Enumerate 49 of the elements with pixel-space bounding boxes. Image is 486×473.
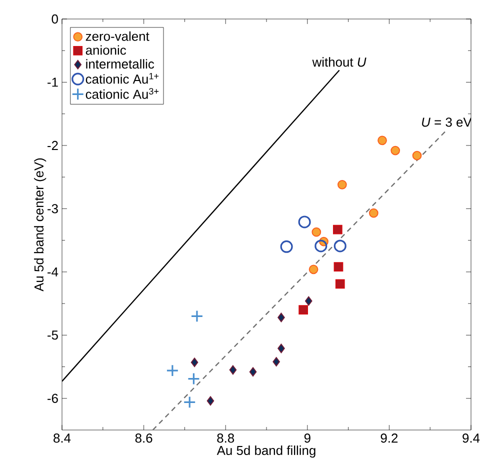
point xyxy=(390,146,400,156)
y-axis-title: Au 5d band center (eV) xyxy=(34,158,46,292)
legend-label: anionic xyxy=(86,45,126,55)
point xyxy=(190,358,198,368)
point xyxy=(272,357,280,366)
point xyxy=(183,396,196,408)
point xyxy=(278,344,285,354)
point xyxy=(412,150,422,160)
legend-label: intermetallic xyxy=(86,59,154,69)
point xyxy=(334,262,344,272)
point xyxy=(278,312,285,322)
y-tick-label: -1 xyxy=(48,78,58,87)
point xyxy=(368,208,378,218)
y-tick-label: -3 xyxy=(48,204,58,214)
point xyxy=(190,310,204,322)
x-tick-label: 8.4 xyxy=(54,434,71,443)
y-tick-label: 0 xyxy=(52,14,58,24)
x-tick-label: 9.2 xyxy=(380,434,398,443)
point xyxy=(308,264,318,274)
point xyxy=(206,396,214,406)
point xyxy=(334,240,346,252)
y-tick-label: -4 xyxy=(48,267,58,276)
y-tick-label: -6 xyxy=(48,394,58,403)
x-tick-label: 8.6 xyxy=(135,434,152,443)
point xyxy=(298,305,308,315)
point xyxy=(280,240,293,253)
y-tick-label: -5 xyxy=(48,330,58,340)
point xyxy=(304,296,312,306)
point xyxy=(166,364,179,377)
point xyxy=(229,365,237,375)
x-tick-label: 8.8 xyxy=(217,434,234,443)
legend-label: cationic Au$^{3+}$ xyxy=(86,88,159,99)
point xyxy=(298,216,311,228)
x-axis-title: Au 5d band filling xyxy=(216,446,316,458)
point xyxy=(332,224,342,234)
y-tick-label: -2 xyxy=(48,140,58,150)
legend-label: cationic Au$^{1+}$ xyxy=(86,73,159,84)
point xyxy=(378,136,387,146)
point xyxy=(249,367,257,377)
point xyxy=(187,372,200,386)
legend-label: zero-valent xyxy=(86,31,150,41)
point xyxy=(335,279,345,289)
x-tick-label: 9.4 xyxy=(462,434,480,443)
annotation: U = 3 eV xyxy=(422,118,472,127)
x-tick-label: 9 xyxy=(304,434,310,443)
annotation: without U xyxy=(312,57,366,67)
point xyxy=(337,180,347,190)
point xyxy=(314,240,328,252)
point xyxy=(312,227,322,237)
